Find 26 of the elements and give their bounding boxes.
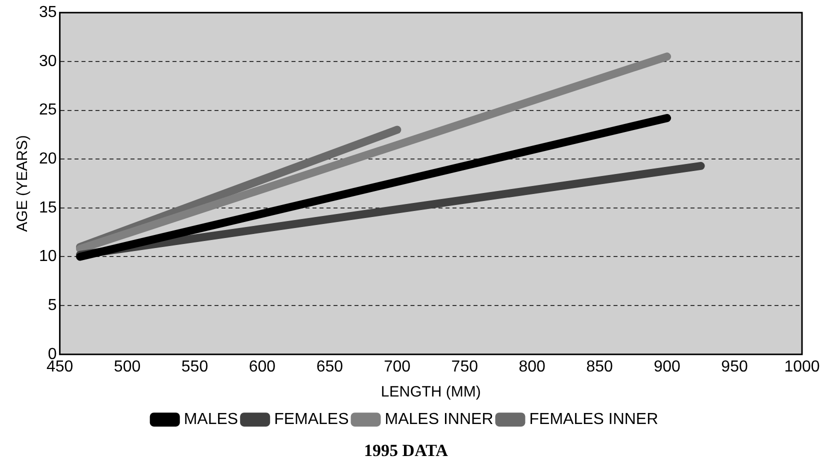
x-tick-label: 600 bbox=[248, 358, 276, 376]
legend-label: MALES bbox=[184, 411, 238, 428]
x-tick-label: 650 bbox=[316, 358, 344, 376]
x-axis-title: LENGTH (MM) bbox=[380, 384, 481, 401]
x-tick-label: 1000 bbox=[784, 358, 820, 376]
x-tick-label: 550 bbox=[181, 358, 208, 376]
y-tick-label: 35 bbox=[39, 4, 57, 22]
x-tick-label: 500 bbox=[114, 358, 141, 376]
x-tick-label: 900 bbox=[654, 358, 680, 376]
legend-label: FEMALES INNER bbox=[529, 411, 658, 428]
x-tick-label: 700 bbox=[384, 358, 411, 376]
y-tick-label: 20 bbox=[39, 150, 57, 168]
y-tick-label: 30 bbox=[39, 52, 57, 70]
x-tick-label: 750 bbox=[451, 358, 478, 376]
y-tick-label: 10 bbox=[39, 248, 57, 266]
x-tick-label: 950 bbox=[721, 358, 748, 376]
y-tick-label: 5 bbox=[48, 296, 57, 314]
y-axis-title: AGE (YEARS) bbox=[14, 135, 32, 232]
x-tick-label: 450 bbox=[46, 358, 74, 376]
x-tick-label: 850 bbox=[586, 358, 614, 376]
y-tick-label: 25 bbox=[39, 102, 57, 119]
legend-label: FEMALES bbox=[274, 411, 349, 428]
y-tick-label: 15 bbox=[39, 199, 57, 216]
text: 1995 DATA bbox=[364, 441, 449, 460]
legend-label: MALES INNER bbox=[384, 411, 494, 428]
x-tick-label: 800 bbox=[518, 358, 546, 376]
